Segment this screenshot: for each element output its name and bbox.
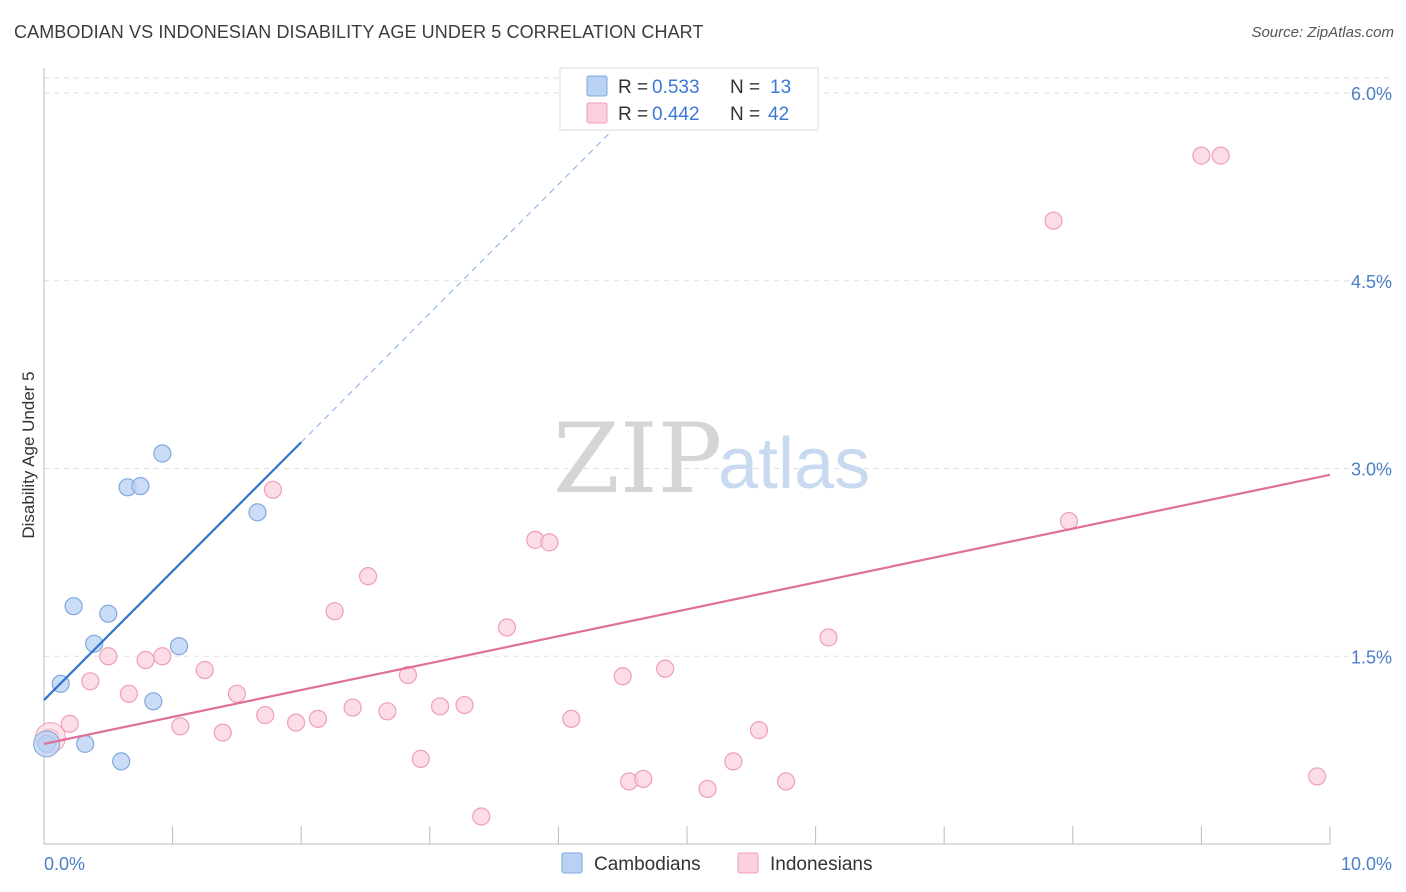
data-point — [256, 705, 275, 725]
data-point — [153, 647, 172, 666]
bottom-legend-swatch-indonesians — [737, 852, 759, 874]
y-axis-label: Disability Age Under 5 — [19, 371, 38, 538]
bottom-legend-label-indonesians: Indonesians — [770, 854, 872, 875]
data-point — [64, 597, 83, 616]
trend-lines — [43, 132, 1331, 745]
data-point — [248, 503, 267, 522]
data-point — [81, 672, 100, 691]
x-tick-label-max: 10.0% — [1341, 854, 1392, 874]
data-point — [85, 634, 104, 653]
y-tick-label: 3.0% — [1351, 460, 1392, 480]
y-tick-label: 4.5% — [1351, 272, 1392, 292]
legend-r-label-indonesians: R = — [618, 104, 648, 125]
legend-n-value-indonesians: 42 — [768, 104, 789, 125]
data-point — [144, 692, 163, 711]
y-tick-label: 1.5% — [1351, 647, 1392, 667]
data-point — [819, 628, 838, 647]
data-point — [153, 444, 172, 463]
data-point — [378, 702, 397, 721]
watermark: ZIP atlas — [553, 403, 870, 515]
gridlines — [44, 77, 1392, 657]
legend-r-label-cambodians: R = — [618, 77, 648, 98]
indonesian-trend-line — [43, 473, 1331, 745]
data-point — [398, 665, 418, 685]
watermark-atlas: atlas — [718, 424, 870, 504]
data-point — [497, 618, 517, 637]
cambodian-points — [33, 444, 267, 771]
data-point — [358, 567, 378, 586]
data-point — [343, 698, 362, 717]
legend-r-value-indonesians: 0.442 — [652, 104, 700, 125]
data-point — [472, 807, 491, 826]
data-point — [325, 602, 344, 621]
data-point — [112, 752, 131, 771]
data-point — [698, 779, 717, 799]
data-point — [1308, 767, 1327, 786]
data-point — [430, 697, 450, 716]
data-point — [286, 713, 306, 732]
watermark-zip: ZIP — [553, 403, 722, 515]
y-tick-labels: 1.5% 3.0% 4.5% 6.0% — [1351, 84, 1392, 667]
data-point — [1211, 146, 1230, 165]
data-point — [76, 734, 95, 753]
data-point — [99, 604, 118, 623]
data-point — [169, 637, 189, 656]
legend-swatch-cambodians — [586, 75, 608, 97]
data-point — [634, 769, 653, 789]
data-point — [1044, 211, 1063, 230]
data-point — [195, 660, 214, 680]
legend-n-value-cambodians: 13 — [770, 77, 791, 98]
data-point — [308, 709, 328, 728]
data-point — [263, 480, 283, 499]
data-point — [99, 647, 118, 666]
data-point — [656, 659, 675, 678]
data-point — [227, 684, 246, 703]
series-legend: Cambodians Indonesians — [561, 852, 872, 875]
data-point — [213, 723, 232, 742]
legend-r-value-cambodians: 0.533 — [652, 77, 700, 98]
data-point — [60, 714, 79, 733]
data-point — [136, 650, 155, 670]
legend-n-label-cambodians: N = — [730, 77, 760, 98]
bottom-legend-swatch-cambodians — [561, 852, 583, 874]
data-point — [613, 667, 632, 686]
x-tick-label-min: 0.0% — [44, 854, 85, 874]
data-point — [724, 752, 743, 771]
data-point — [776, 772, 796, 791]
cambodian-trend-extension — [300, 132, 611, 443]
x-axis-ticks — [43, 826, 1331, 844]
data-point — [1192, 146, 1211, 165]
data-point — [119, 684, 138, 703]
chart-title: CAMBODIAN VS INDONESIAN DISABILITY AGE U… — [14, 22, 704, 42]
data-point — [411, 749, 430, 768]
legend-n-label-indonesians: N = — [730, 104, 760, 125]
bottom-legend-label-cambodians: Cambodians — [594, 854, 701, 875]
data-point — [455, 695, 474, 715]
y-tick-label: 6.0% — [1351, 84, 1392, 104]
data-point — [171, 717, 190, 736]
legend-swatch-indonesians — [586, 102, 608, 124]
data-point — [749, 721, 769, 740]
cambodian-trend-line — [43, 441, 302, 701]
correlation-legend: R = 0.533 N = 13 R = 0.442 N = 42 — [559, 67, 819, 131]
data-point — [131, 476, 150, 496]
data-point — [540, 533, 559, 552]
source-credit: Source: ZipAtlas.com — [1251, 24, 1394, 41]
data-point — [562, 709, 581, 728]
